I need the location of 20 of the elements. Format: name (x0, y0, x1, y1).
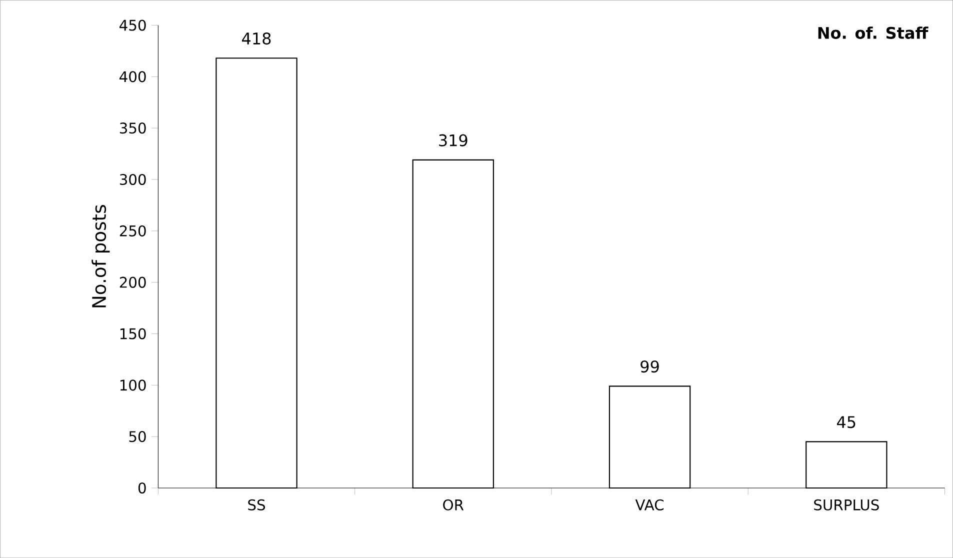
y-tick-label: 150 (120, 328, 146, 340)
y-tick-label: 100 (120, 380, 146, 391)
data-label: 418 (242, 32, 271, 44)
y-tick-label: 0 (138, 482, 146, 494)
x-tick-label: SS (248, 499, 265, 510)
x-tick-label: SURPLUS (814, 499, 879, 510)
y-tick-label: 350 (120, 122, 146, 134)
chart-title: No. of. Staff (818, 26, 928, 39)
x-tick-label: VAC (635, 499, 664, 510)
y-tick-label: 400 (120, 71, 146, 82)
y-tick-label: 200 (120, 276, 146, 288)
y-tick-label: 50 (129, 430, 146, 442)
y-tick-label: 450 (120, 20, 146, 31)
data-label: 99 (640, 360, 659, 372)
y-axis-title: No.of posts (92, 204, 110, 308)
y-tick-label: 300 (120, 174, 146, 185)
y-tick-label: 250 (120, 225, 146, 236)
data-label: 319 (439, 134, 468, 146)
data-label: 45 (837, 416, 856, 428)
x-tick-label: OR (443, 499, 464, 510)
